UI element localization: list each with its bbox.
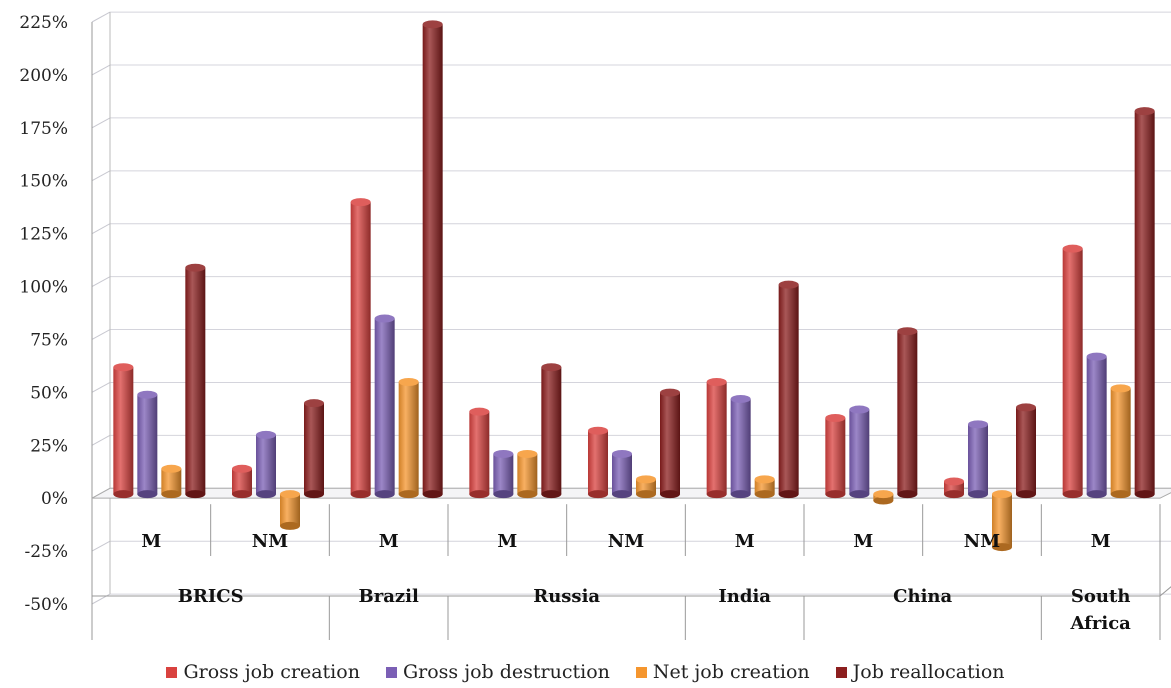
y-tick-label: 75%	[30, 330, 68, 350]
bar-gross-job-creation	[944, 477, 964, 499]
bar-gross-job-destruction	[1086, 352, 1107, 499]
bar-gross-job-creation	[706, 378, 727, 499]
bar-net-job-creation	[1110, 384, 1131, 499]
legend-item: Gross job creation	[166, 661, 360, 683]
bar-gross-job-destruction	[493, 449, 514, 499]
bar-job-reallocation	[1134, 107, 1155, 499]
legend-swatch	[835, 666, 847, 678]
bar-gross-job-destruction	[256, 430, 276, 499]
bar-net-job-creation	[754, 475, 775, 499]
y-tick-label: 175%	[19, 119, 68, 139]
y-tick-label: 50%	[30, 383, 68, 403]
legend-swatch	[166, 666, 178, 678]
bar-job-reallocation	[897, 327, 918, 499]
bar-net-job-creation	[398, 378, 419, 499]
bar-job-reallocation	[778, 280, 799, 499]
y-tick-label: 225%	[19, 13, 68, 33]
y-tick-label: 25%	[30, 436, 68, 456]
y-tick-label: 200%	[19, 66, 68, 86]
y-tick-label: -25%	[24, 542, 68, 562]
legend-item: Net job creation	[635, 661, 810, 683]
x-tick-label: M	[1091, 531, 1111, 552]
bar-job-reallocation	[1016, 403, 1036, 499]
bar-net-job-creation	[161, 464, 182, 499]
category-axis: M NM M M NM M M NM M BRICS Brazil Russia India China S…	[91, 504, 1171, 640]
legend: Gross job creation Gross job destruction N…	[0, 657, 1171, 687]
bars	[91, 20, 1171, 552]
y-tick-label: -50%	[24, 595, 68, 615]
y-tick-label: 100%	[19, 278, 68, 298]
legend-label: Gross job destruction	[402, 661, 610, 683]
bar-gross-job-creation	[113, 363, 134, 499]
legend-item: Gross job destruction	[385, 661, 610, 683]
group-label: India	[718, 586, 771, 607]
x-tick-label: M	[735, 531, 755, 552]
bar-gross-job-destruction	[137, 390, 158, 499]
y-tick-label: 125%	[19, 225, 68, 245]
bar-gross-job-destruction	[730, 394, 751, 499]
bar-gross-job-destruction	[374, 314, 395, 499]
bar-gross-job-creation	[588, 426, 608, 499]
bar-gross-job-destruction	[849, 405, 870, 499]
bar-net-job-creation	[992, 490, 1012, 552]
y-axis: -50% -25% 0% 25% 50% 75% 100% 125% 150% 175% 200% 2…	[19, 12, 111, 615]
x-tick-label: NM	[252, 531, 288, 552]
legend-label: Job reallocation	[852, 661, 1005, 683]
y-tick-label: 0%	[41, 489, 68, 509]
group-label: Russia	[533, 586, 600, 607]
x-tick-label: M	[497, 531, 517, 552]
x-tick-label: NM	[964, 531, 1000, 552]
bar-job-reallocation	[185, 263, 206, 499]
legend-label: Net job creation	[652, 661, 810, 683]
bar-job-reallocation	[304, 399, 324, 499]
bar-job-reallocation	[660, 388, 680, 499]
bar-net-job-creation	[873, 490, 894, 505]
bar-gross-job-destruction	[612, 449, 632, 499]
x-tick-label: NM	[608, 531, 644, 552]
bar-gross-job-creation	[350, 198, 371, 499]
bar-net-job-creation	[636, 475, 656, 499]
bar-job-reallocation	[541, 363, 562, 499]
bar-gross-job-creation	[1062, 244, 1083, 499]
bar-gross-job-creation	[469, 407, 490, 499]
group-label: China	[893, 586, 952, 607]
legend-item: Job reallocation	[835, 661, 1005, 683]
bar-gross-job-creation	[825, 413, 846, 499]
bar-gross-job-destruction	[968, 420, 988, 499]
legend-swatch	[385, 666, 397, 678]
bar-gross-job-creation	[232, 464, 252, 499]
bar-job-reallocation	[422, 20, 443, 499]
group-label: Brazil	[359, 586, 419, 607]
x-tick-label: M	[141, 531, 161, 552]
x-tick-label: M	[379, 531, 399, 552]
bar-net-job-creation	[517, 449, 538, 499]
y-tick-label: 150%	[19, 172, 68, 192]
legend-swatch	[635, 666, 647, 678]
group-label: BRICS	[178, 586, 244, 607]
x-tick-label: M	[853, 531, 873, 552]
legend-label: Gross job creation	[183, 661, 360, 683]
bar-net-job-creation	[280, 490, 300, 530]
group-label: South Africa	[1069, 586, 1131, 634]
